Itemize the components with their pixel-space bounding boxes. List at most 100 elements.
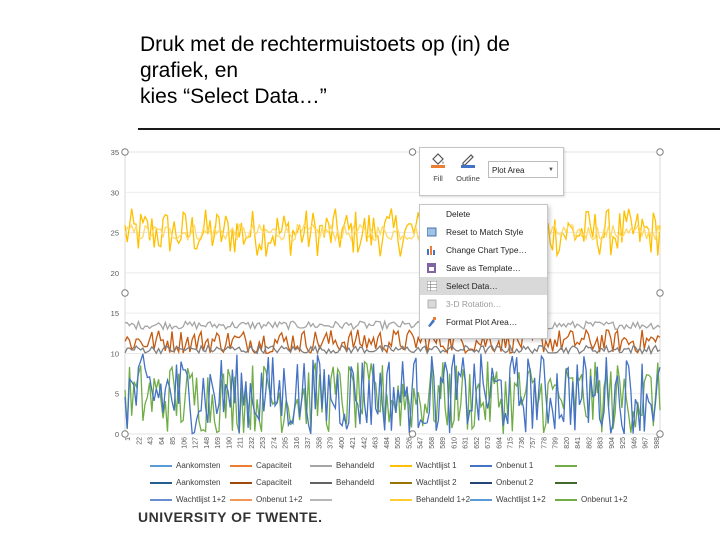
delete-icon [427, 209, 437, 219]
legend-swatch [150, 498, 172, 501]
x-tick-label: 64 [159, 437, 166, 445]
x-tick-label: 316 [294, 437, 301, 449]
legend-item: Aankomsten [150, 478, 220, 487]
paint-bucket-icon [431, 153, 445, 168]
series-line [124, 208, 661, 258]
legend-label: Behandeld 1+2 [416, 495, 471, 504]
selection-handle [408, 148, 417, 156]
x-tick-label: 505 [395, 437, 402, 449]
selection-handle [656, 430, 664, 438]
legend-item: Onbenut 1 [470, 461, 533, 470]
fill-button[interactable]: Fill [424, 152, 452, 192]
menu-item-select-data[interactable]: Select Data… [420, 277, 547, 295]
mini-format-toolbar: Fill Outline Plot Area ▼ [419, 147, 564, 196]
x-tick-label: 337 [305, 437, 312, 449]
template-icon [427, 263, 436, 273]
chart-element-value: Plot Area [492, 166, 525, 175]
legend-item: Wachtlijst 2 [390, 478, 457, 487]
legend-swatch [230, 481, 252, 484]
legend-item: Onbenut 2 [470, 478, 533, 487]
legend-item [310, 495, 336, 504]
x-tick-label: 967 [643, 437, 650, 449]
legend-item: Onbenut 1+2 [230, 495, 302, 504]
menu-item-reset-style[interactable]: Reset to Match Style [420, 223, 547, 241]
x-tick-label: 127 [193, 437, 200, 449]
rotation-icon [427, 299, 437, 309]
x-tick-label: 862 [587, 437, 594, 449]
legend-swatch [470, 481, 492, 484]
menu-item-label: Reset to Match Style [446, 227, 524, 237]
menu-item-delete[interactable]: Delete [420, 205, 547, 223]
menu-item-label: Save as Template… [446, 263, 521, 273]
x-tick-label: 1 [125, 437, 132, 441]
chart-area[interactable]: 0 5 10 15 20 25 30 35 1 22 43 64 85 106 127 148 169 190 21… [103, 140, 670, 512]
university-logo: UNIVERSITY OF TWENTE. [138, 509, 323, 525]
legend-label: Capaciteit [256, 461, 292, 470]
context-menu: Delete Reset to Match Style Change Chart… [419, 204, 548, 339]
x-tick-label: 190 [226, 437, 233, 449]
legend-label: Onbenut 1 [496, 461, 534, 470]
legend-swatch [555, 498, 577, 501]
legend-item [555, 461, 581, 470]
legend-swatch [555, 464, 577, 467]
menu-item-save-template[interactable]: Save as Template… [420, 259, 547, 277]
legend-label: Behandeld [336, 478, 375, 487]
menu-item-format-plot-area[interactable]: Format Plot Area… [420, 313, 547, 331]
x-tick-label: 631 [463, 437, 470, 449]
x-tick-label: 22 [136, 437, 143, 445]
x-tick-label: 106 [181, 437, 188, 449]
x-tick-label: 484 [384, 437, 391, 449]
x-tick-label: 274 [271, 437, 278, 449]
legend-label: Capaciteit [256, 478, 292, 487]
legend-label: Onbenut 2 [496, 478, 534, 487]
x-tick-label: 946 [632, 437, 639, 449]
selection-handle [408, 430, 417, 438]
x-tick-label: 820 [564, 437, 571, 449]
chart-type-icon [427, 246, 435, 255]
legend-item: Wachtlijst 1 [390, 461, 457, 470]
legend-swatch [230, 464, 252, 467]
y-tick-label: 20 [111, 269, 119, 278]
x-tick-label: 988 [654, 437, 661, 449]
legend-swatch [150, 464, 172, 467]
legend-label: Wachtlijst 1+2 [496, 495, 546, 504]
plot-area-frame [124, 151, 661, 435]
format-icon [428, 317, 436, 327]
legend-swatch [470, 498, 492, 501]
menu-item-label: 3-D Rotation… [446, 299, 502, 309]
x-tick-label: 442 [361, 437, 368, 449]
x-tick-label: 43 [148, 437, 155, 445]
legend-swatch [310, 498, 332, 501]
title-divider [138, 128, 720, 130]
slide-title: Druk met de rechtermuistoets op (in) de … [140, 32, 700, 110]
chevron-down-icon: ▼ [548, 167, 554, 173]
selection-handle [656, 148, 664, 156]
line-chart[interactable]: 0 5 10 15 20 25 30 35 1 22 43 64 85 106 127 148 169 190 21… [103, 140, 670, 512]
outline-button[interactable]: Outline [454, 152, 482, 192]
x-tick-label: 883 [598, 437, 605, 449]
legend-item: Wachtlijst 1+2 [470, 495, 546, 504]
y-tick-label: 15 [111, 309, 119, 318]
title-line-2: grafiek, en [140, 59, 239, 82]
menu-item-change-chart-type[interactable]: Change Chart Type… [420, 241, 547, 259]
legend-swatch [390, 498, 412, 501]
y-tick-label: 30 [111, 188, 119, 197]
selection-handle [121, 148, 129, 156]
legend-swatch [230, 498, 252, 501]
x-tick-label: 379 [328, 437, 335, 449]
x-tick-label: 400 [339, 437, 346, 449]
legend-label: Aankomsten [176, 461, 221, 470]
reset-icon [427, 227, 437, 237]
legend-item: Behandeld [310, 478, 374, 487]
x-tick-label: 463 [373, 437, 380, 449]
x-tick-label: 715 [508, 437, 515, 449]
y-tick-label: 35 [111, 148, 119, 157]
x-tick-label: 589 [440, 437, 447, 449]
pen-icon [461, 154, 475, 168]
x-tick-label: 547 [418, 437, 425, 449]
x-tick-label: 358 [316, 437, 323, 449]
x-tick-label: 568 [429, 437, 436, 449]
chart-element-selector[interactable]: Plot Area ▼ [488, 161, 558, 178]
legend-item: Capaciteit [230, 461, 292, 470]
series-line [124, 326, 661, 355]
